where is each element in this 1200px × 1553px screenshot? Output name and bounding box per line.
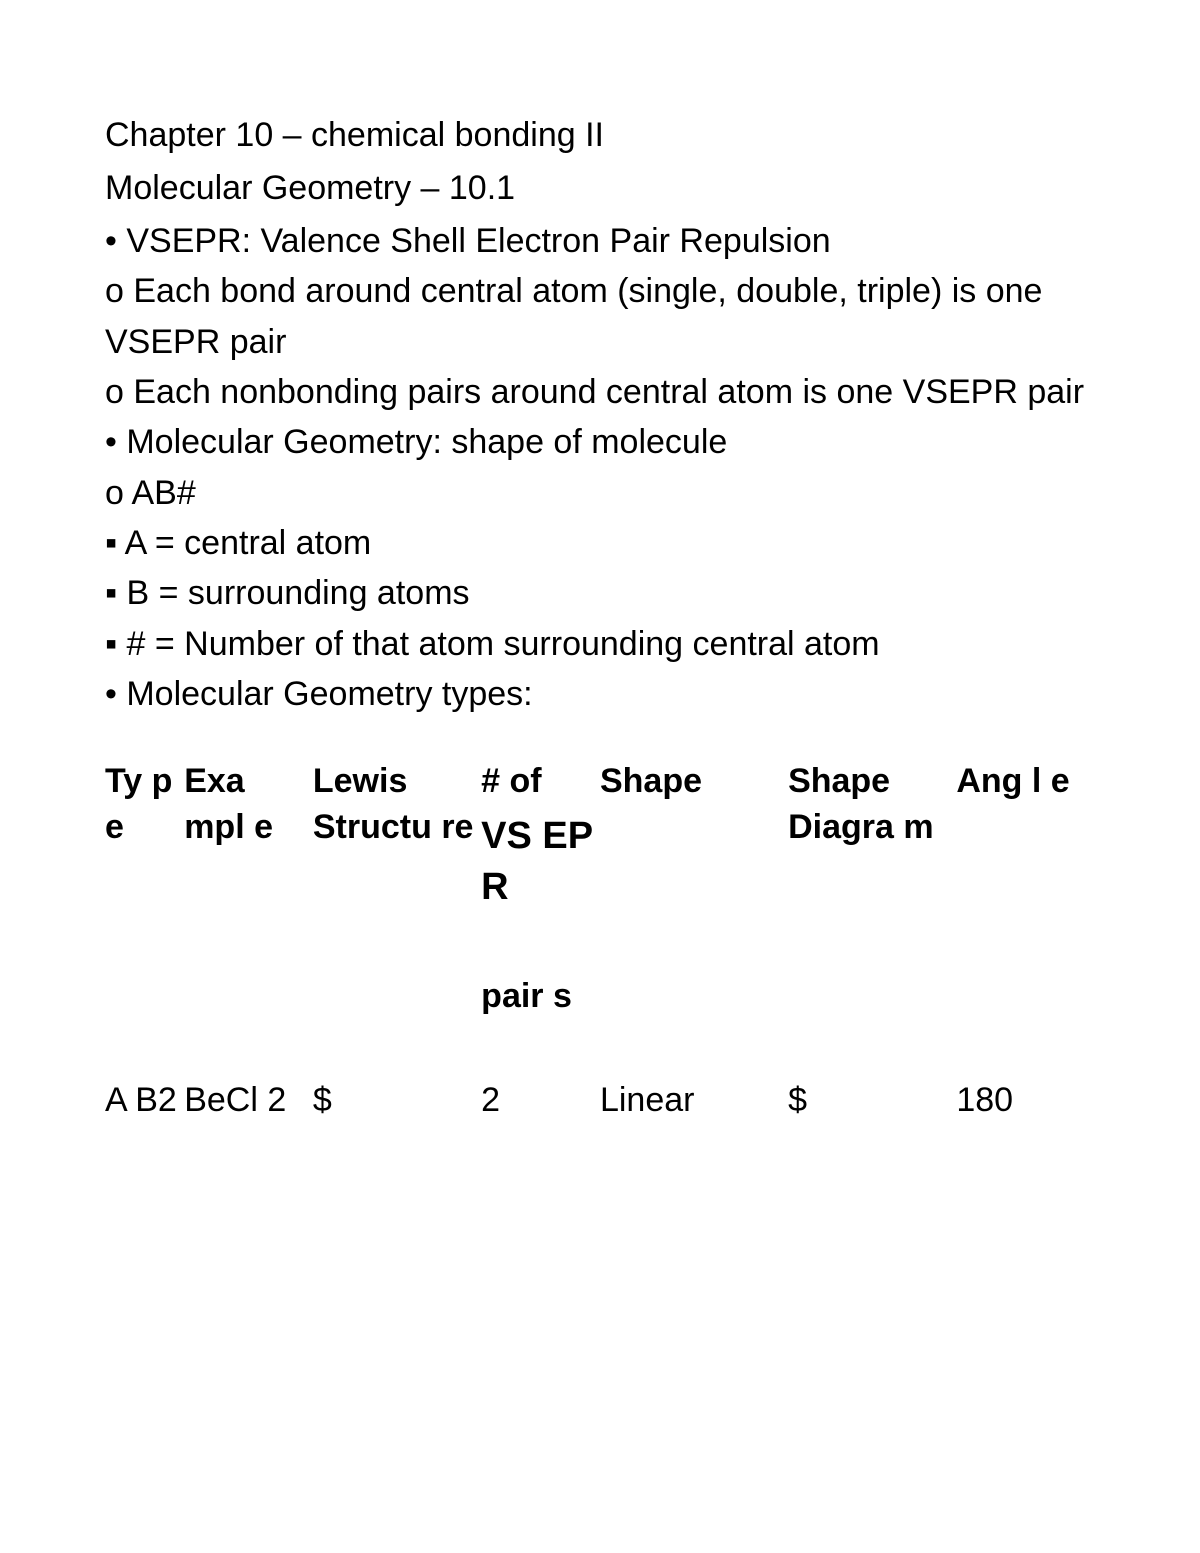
col-header-vsepr-mid: VS EP R [481, 811, 600, 914]
section-heading: Molecular Geometry – 10.1 [105, 163, 1095, 214]
note-line: • Molecular Geometry: shape of molecule [105, 417, 1095, 467]
col-header-vsepr-top: # of [481, 759, 600, 805]
col-header-vsepr: # of VS EP R pair s [481, 759, 600, 1019]
geometry-table: Ty p e Exa mpl e Lewis Structu re # of V… [105, 759, 1095, 1123]
note-line: • VSEPR: Valence Shell Electron Pair Rep… [105, 216, 1095, 266]
cell-type: A B2 [105, 1020, 184, 1124]
table-header-row: Ty p e Exa mpl e Lewis Structu re # of V… [105, 759, 1095, 1019]
col-header-diagram: Shape Diagra m [788, 759, 956, 1019]
cell-lewis: $ [313, 1020, 481, 1124]
cell-angle: 180 [956, 1020, 1095, 1124]
cell-example: BeCl 2 [184, 1020, 313, 1124]
chapter-heading: Chapter 10 – chemical bonding II [105, 110, 1095, 161]
col-header-lewis: Lewis Structu re [313, 759, 481, 1019]
geometry-table-wrap: Ty p e Exa mpl e Lewis Structu re # of V… [105, 759, 1095, 1123]
notes-block: • VSEPR: Valence Shell Electron Pair Rep… [105, 216, 1095, 719]
col-header-example: Exa mpl e [184, 759, 313, 1019]
note-line: ▪ B = surrounding atoms [105, 568, 1095, 618]
col-header-angle: Ang l e [956, 759, 1095, 1019]
cell-shape: Linear [600, 1020, 788, 1124]
col-header-vsepr-bottom: pair s [481, 974, 600, 1020]
note-line: o AB# [105, 468, 1095, 518]
note-line: o Each bond around central atom (single,… [105, 266, 1095, 367]
cell-diagram: $ [788, 1020, 956, 1124]
note-line: ▪ A = central atom [105, 518, 1095, 568]
note-line: • Molecular Geometry types: [105, 669, 1095, 719]
cell-vsepr: 2 [481, 1020, 600, 1124]
table-row: A B2 BeCl 2 $ 2 Linear $ 180 [105, 1020, 1095, 1124]
col-header-type: Ty p e [105, 759, 184, 1019]
note-line: o Each nonbonding pairs around central a… [105, 367, 1095, 417]
note-line: ▪ # = Number of that atom surrounding ce… [105, 619, 1095, 669]
col-header-shape: Shape [600, 759, 788, 1019]
